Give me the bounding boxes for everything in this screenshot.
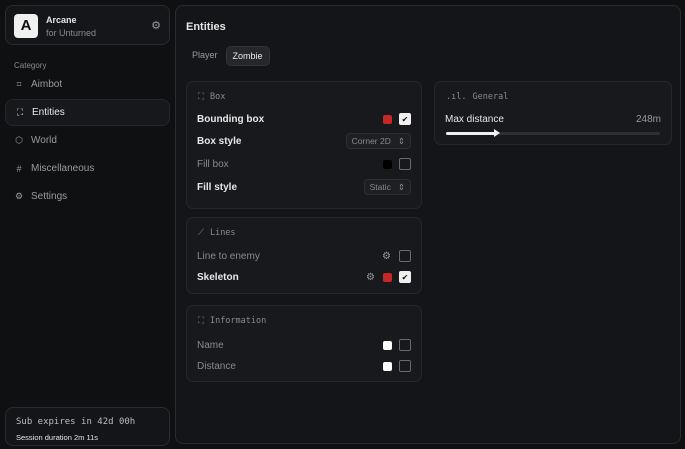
sidebar-item-miscellaneous[interactable]: # Miscellaneous (5, 155, 170, 182)
line-icon: ⟋ (198, 228, 204, 238)
card-title: Box (209, 92, 226, 102)
color-swatch[interactable] (383, 361, 392, 371)
color-swatch[interactable] (383, 159, 392, 169)
sidebar-item-label: Settings (31, 191, 68, 202)
row-label: Line to enemy (197, 250, 260, 262)
fill-box-checkbox[interactable] (399, 158, 411, 170)
subscription-expiry: Sub expires in 42d 00h (16, 417, 136, 427)
color-swatch[interactable] (383, 272, 392, 282)
row-label: Bounding box (197, 113, 265, 125)
bounding-box-checkbox[interactable]: ✔ (399, 113, 411, 125)
select-value: Corner 2D (351, 136, 391, 146)
row-label: Name (197, 339, 224, 351)
general-card: .ıl. General Max distance 248m (434, 81, 672, 145)
card-title: Information (209, 316, 267, 326)
sidebar-item-label: Miscellaneous (31, 163, 95, 174)
select-value: Static (369, 182, 391, 192)
sidebar-item-world[interactable]: ⬡ World (5, 127, 170, 154)
row-label: Fill box (197, 158, 229, 170)
sidebar-item-entities[interactable]: ⛶ Entities (5, 99, 170, 126)
gear-icon[interactable]: ⚙ (382, 250, 391, 262)
gear-icon: ⚙ (14, 191, 24, 201)
grid-icon: # (16, 163, 22, 174)
app-subtitle: for Unturned (46, 28, 97, 38)
color-swatch[interactable] (383, 340, 392, 350)
sidebar-item-label: World (31, 135, 57, 146)
row-label: Fill style (197, 181, 238, 193)
app-logo: A (14, 14, 38, 38)
tab-zombie[interactable]: Zombie (225, 46, 270, 66)
sidebar-item-settings[interactable]: ⚙ Settings (5, 183, 170, 210)
scan-face-icon: ⛶ (198, 316, 204, 326)
box-card: ⛶ Box Bounding box ✔ Box style Corner 2D ⇕ F… (186, 81, 422, 209)
distance-row: Distance (197, 357, 411, 375)
page-title: Entities (186, 21, 226, 33)
skeleton-row: Skeleton ⚙ ✔ (197, 268, 411, 286)
distance-checkbox[interactable] (399, 360, 411, 372)
sidebar-item-aimbot[interactable]: ⌗ Aimbot (5, 71, 170, 98)
row-label: Skeleton (197, 271, 239, 283)
line-to-enemy-checkbox[interactable] (399, 250, 411, 262)
settings-gear-icon[interactable]: ⚙ (151, 20, 161, 32)
max-distance-row: Max distance 248m (445, 110, 661, 128)
slider-handle[interactable] (494, 129, 501, 137)
slider-fill (446, 129, 501, 137)
line-to-enemy-row: Line to enemy ⚙ (197, 247, 411, 265)
box-style-select[interactable]: Corner 2D ⇕ (345, 133, 411, 149)
chevron-updown-icon: ⇕ (397, 181, 405, 192)
name-checkbox[interactable] (399, 339, 411, 351)
app-name: Arcane (46, 15, 77, 25)
lines-card: ⟋ Lines Line to enemy ⚙ Skeleton ⚙ ✔ (186, 217, 422, 294)
sidebar-item-label: Aimbot (31, 79, 63, 90)
card-title: General (472, 92, 509, 102)
fill-style-select[interactable]: Static ⇕ (363, 179, 411, 195)
fill-box-row: Fill box (197, 155, 411, 173)
name-row: Name (197, 336, 411, 354)
category-label: Category (14, 61, 47, 70)
scan-face-icon: ⛶ (16, 107, 24, 117)
color-swatch[interactable] (383, 114, 392, 124)
row-label: Max distance (445, 113, 504, 125)
crosshair-icon: ⌗ (16, 79, 22, 89)
bounding-box-row: Bounding box ✔ (197, 110, 411, 128)
chevron-updown-icon: ⇕ (397, 135, 405, 146)
box-style-row: Box style Corner 2D ⇕ (197, 132, 411, 150)
sliders-icon: .ıl. (446, 92, 467, 102)
cube-icon: ⬡ (15, 135, 23, 145)
session-duration: Session duration 2m 11s (16, 433, 98, 442)
entity-tabs: Player Zombie (186, 46, 270, 66)
sidebar: A Arcane for Unturned ⚙ Category ⌗ Aimbot… (5, 5, 170, 446)
skeleton-checkbox[interactable]: ✔ (399, 271, 411, 283)
max-distance-value: 248m (635, 113, 661, 125)
row-label: Box style (197, 135, 242, 147)
card-title: Lines (209, 228, 236, 238)
row-label: Distance (197, 360, 236, 372)
information-card: ⛶ Information Name Distance (186, 305, 422, 382)
subscription-card: Sub expires in 42d 00h Session duration … (5, 407, 170, 446)
brand-card: A Arcane for Unturned ⚙ (5, 5, 170, 45)
gear-icon[interactable]: ⚙ (366, 271, 375, 283)
max-distance-slider[interactable] (446, 129, 660, 137)
box-icon: ⛶ (198, 92, 204, 102)
sidebar-item-label: Entities (32, 107, 65, 118)
tab-player[interactable]: Player (192, 50, 218, 60)
main-panel: Entities Player Zombie ⛶ Box Bounding box… (175, 5, 681, 444)
fill-style-row: Fill style Static ⇕ (197, 178, 411, 196)
